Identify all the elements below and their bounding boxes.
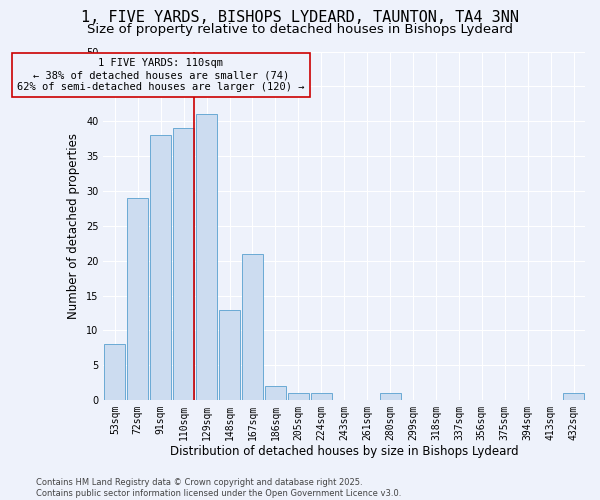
Bar xyxy=(219,310,240,400)
Bar xyxy=(563,393,584,400)
Bar xyxy=(380,393,401,400)
Text: Contains HM Land Registry data © Crown copyright and database right 2025.
Contai: Contains HM Land Registry data © Crown c… xyxy=(36,478,401,498)
Bar xyxy=(150,135,171,400)
X-axis label: Distribution of detached houses by size in Bishops Lydeard: Distribution of detached houses by size … xyxy=(170,444,518,458)
Y-axis label: Number of detached properties: Number of detached properties xyxy=(67,133,80,319)
Bar xyxy=(127,198,148,400)
Text: 1 FIVE YARDS: 110sqm
← 38% of detached houses are smaller (74)
62% of semi-detac: 1 FIVE YARDS: 110sqm ← 38% of detached h… xyxy=(17,58,304,92)
Bar xyxy=(288,393,309,400)
Bar xyxy=(104,344,125,400)
Bar xyxy=(196,114,217,400)
Bar xyxy=(311,393,332,400)
Bar xyxy=(265,386,286,400)
Text: Size of property relative to detached houses in Bishops Lydeard: Size of property relative to detached ho… xyxy=(87,22,513,36)
Bar xyxy=(173,128,194,400)
Bar xyxy=(242,254,263,400)
Text: 1, FIVE YARDS, BISHOPS LYDEARD, TAUNTON, TA4 3NN: 1, FIVE YARDS, BISHOPS LYDEARD, TAUNTON,… xyxy=(81,10,519,25)
